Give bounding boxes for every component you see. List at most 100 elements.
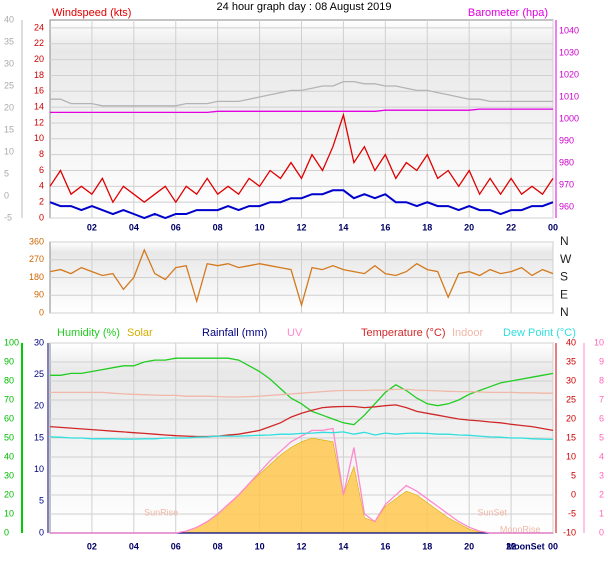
y3-tick-label: 0 xyxy=(39,527,44,537)
y-tick-label: 70 xyxy=(4,394,14,404)
y3-tick-label: 5 xyxy=(39,496,44,506)
legend-entry: Indoor xyxy=(452,327,484,339)
y-tick-label: 10 xyxy=(4,508,14,518)
x-tick-label: 00 xyxy=(548,541,558,551)
y-tick-label: 0 xyxy=(39,307,44,317)
series-line xyxy=(50,427,553,534)
y-tick-label: 30 xyxy=(4,470,14,480)
y3-tick-label: 10 xyxy=(4,146,14,156)
legend-entry: UV xyxy=(287,327,303,339)
y2-tick-label: N xyxy=(560,305,569,319)
y2-tick-label: 1010 xyxy=(559,91,579,101)
y3-tick-label: -5 xyxy=(4,212,12,222)
series-line xyxy=(49,189,554,220)
y2-tick-label: S xyxy=(560,270,568,284)
y-tick-label: 90 xyxy=(4,356,14,366)
y2-tick-label: 980 xyxy=(559,157,574,167)
y2-tick-label: 1040 xyxy=(559,25,579,35)
series-line xyxy=(49,112,554,204)
y-tick-label: 100 xyxy=(4,337,19,347)
legend-entry: Temperature (°C) xyxy=(361,327,445,339)
y3-tick-label: 30 xyxy=(34,337,44,347)
y2-tick-label: 40 xyxy=(566,337,576,347)
legend-entry: Rainfall (mm) xyxy=(202,327,267,339)
legend-entry: Barometer (hpa) xyxy=(468,7,548,19)
y-tick-label: 180 xyxy=(29,272,44,282)
series-line xyxy=(49,248,554,308)
x-tick-label: 22 xyxy=(506,541,516,551)
legend-entry: Windspeed (kts) xyxy=(52,7,131,19)
y2-tick-label: 970 xyxy=(559,179,574,189)
x-tick-label: 08 xyxy=(213,541,223,551)
y4-tick-label: 5 xyxy=(599,432,604,442)
series-line xyxy=(50,388,553,398)
y-tick-label: 8 xyxy=(39,149,44,159)
y4-tick-label: 3 xyxy=(599,470,604,480)
series-line xyxy=(49,404,554,438)
x-tick-label: 04 xyxy=(129,222,139,232)
y-tick-label: 16 xyxy=(34,86,44,96)
y3-tick-label: 25 xyxy=(34,369,44,379)
x-tick-label: 18 xyxy=(422,222,432,232)
annotation: SunSet xyxy=(477,507,507,517)
y-tick-label: 360 xyxy=(29,236,44,246)
y-tick-label: 40 xyxy=(4,451,14,461)
y3-tick-label: 15 xyxy=(34,432,44,442)
x-tick-label: 20 xyxy=(464,541,474,551)
y3-tick-label: 20 xyxy=(34,401,44,411)
y3-tick-label: 35 xyxy=(4,36,14,46)
x-tick-label: 08 xyxy=(213,222,223,232)
chart-title: 24 hour graph day : 08 August 2019 xyxy=(217,1,392,13)
legend-entry: Dew Point (°C) xyxy=(503,327,576,339)
y2-tick-label: 20 xyxy=(566,413,576,423)
y2-tick-label: 1020 xyxy=(559,69,579,79)
x-tick-label: 18 xyxy=(422,541,432,551)
y-tick-label: 90 xyxy=(34,290,44,300)
y4-tick-label: 10 xyxy=(594,337,604,347)
annotation: MoonSet xyxy=(507,541,545,551)
y2-tick-label: 5 xyxy=(571,470,576,480)
series-line xyxy=(49,431,554,441)
x-tick-label: 22 xyxy=(506,222,516,232)
y3-tick-label: 15 xyxy=(4,124,14,134)
y2-tick-label: 0 xyxy=(571,489,576,499)
series-line xyxy=(50,108,553,114)
y2-tick-label: 990 xyxy=(559,135,574,145)
y2-tick-label: -5 xyxy=(568,508,576,518)
x-tick-label: 16 xyxy=(380,541,390,551)
y-tick-label: 6 xyxy=(39,165,44,175)
y2-tick-label: 25 xyxy=(566,394,576,404)
y-tick-label: 80 xyxy=(4,375,14,385)
y-tick-label: 20 xyxy=(34,54,44,64)
y3-tick-label: 10 xyxy=(34,464,44,474)
x-tick-label: 16 xyxy=(380,222,390,232)
y-tick-label: 12 xyxy=(34,117,44,127)
y3-tick-label: 0 xyxy=(4,190,9,200)
x-tick-label: 12 xyxy=(296,541,306,551)
x-tick-label: 10 xyxy=(255,222,265,232)
y4-tick-label: 4 xyxy=(599,451,604,461)
y-tick-label: 0 xyxy=(39,212,44,222)
y2-tick-label: 15 xyxy=(566,432,576,442)
y4-tick-label: 0 xyxy=(599,527,604,537)
x-tick-label: 02 xyxy=(87,541,97,551)
x-tick-label: 00 xyxy=(548,222,558,232)
y2-tick-label: 1000 xyxy=(559,113,579,123)
series-line xyxy=(50,80,553,107)
y-tick-label: 0 xyxy=(4,527,9,537)
x-tick-label: 10 xyxy=(255,541,265,551)
y-tick-label: 50 xyxy=(4,432,14,442)
y-tick-label: 22 xyxy=(34,38,44,48)
y-tick-label: 270 xyxy=(29,254,44,264)
y4-tick-label: 8 xyxy=(599,375,604,385)
y-tick-label: 2 xyxy=(39,197,44,207)
annotation: SunRise xyxy=(144,507,178,517)
y3-tick-label: 30 xyxy=(4,58,14,68)
y-tick-label: 10 xyxy=(34,133,44,143)
y-tick-label: 60 xyxy=(4,413,14,423)
x-tick-label: 06 xyxy=(171,222,181,232)
y2-tick-label: 30 xyxy=(566,375,576,385)
y2-tick-label: W xyxy=(560,252,572,266)
x-tick-label: 06 xyxy=(171,541,181,551)
